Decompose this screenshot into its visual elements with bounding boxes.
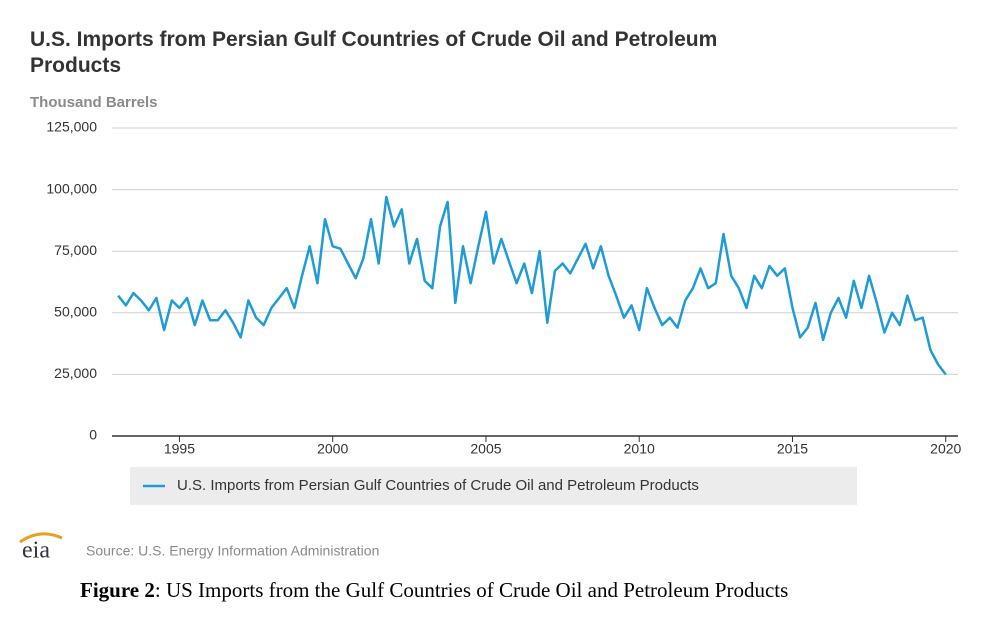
legend-box [130,467,857,505]
x-tick-label: 2010 [624,441,655,457]
title-line: U.S. Imports from Persian Gulf Countries… [30,28,717,51]
caption: Figure 2: US Imports from the Gulf Count… [80,578,788,602]
y-tick-label: 0 [89,427,97,443]
data-line [117,195,947,376]
logo: eia [22,538,50,564]
y-tick-label: 75,000 [54,242,97,258]
logo-swoosh [19,532,63,544]
source: Source: U.S. Energy Information Administ… [86,543,379,559]
y-tick-label: 50,000 [54,304,97,320]
legend-label: U.S. Imports from Persian Gulf Countries… [177,477,699,494]
caption-label: Figure 2 [80,578,155,602]
title-line: Products [30,54,121,77]
y-tick-label: 100,000 [46,180,97,196]
x-tick-label: 2005 [470,441,501,457]
x-tick-label: 2020 [930,441,961,457]
caption-text: : US Imports from the Gulf Countries of … [155,578,788,602]
x-tick-label: 1995 [164,441,195,457]
y-tick-label: 125,000 [46,119,97,135]
y-tick-label: 25,000 [54,365,97,381]
x-tick-label: 2015 [777,441,808,457]
chart-title: U.S. Imports from Persian Gulf Countries… [30,28,723,77]
y-axis-label: Thousand Barrels [30,94,158,111]
x-tick-label: 2000 [317,441,348,457]
